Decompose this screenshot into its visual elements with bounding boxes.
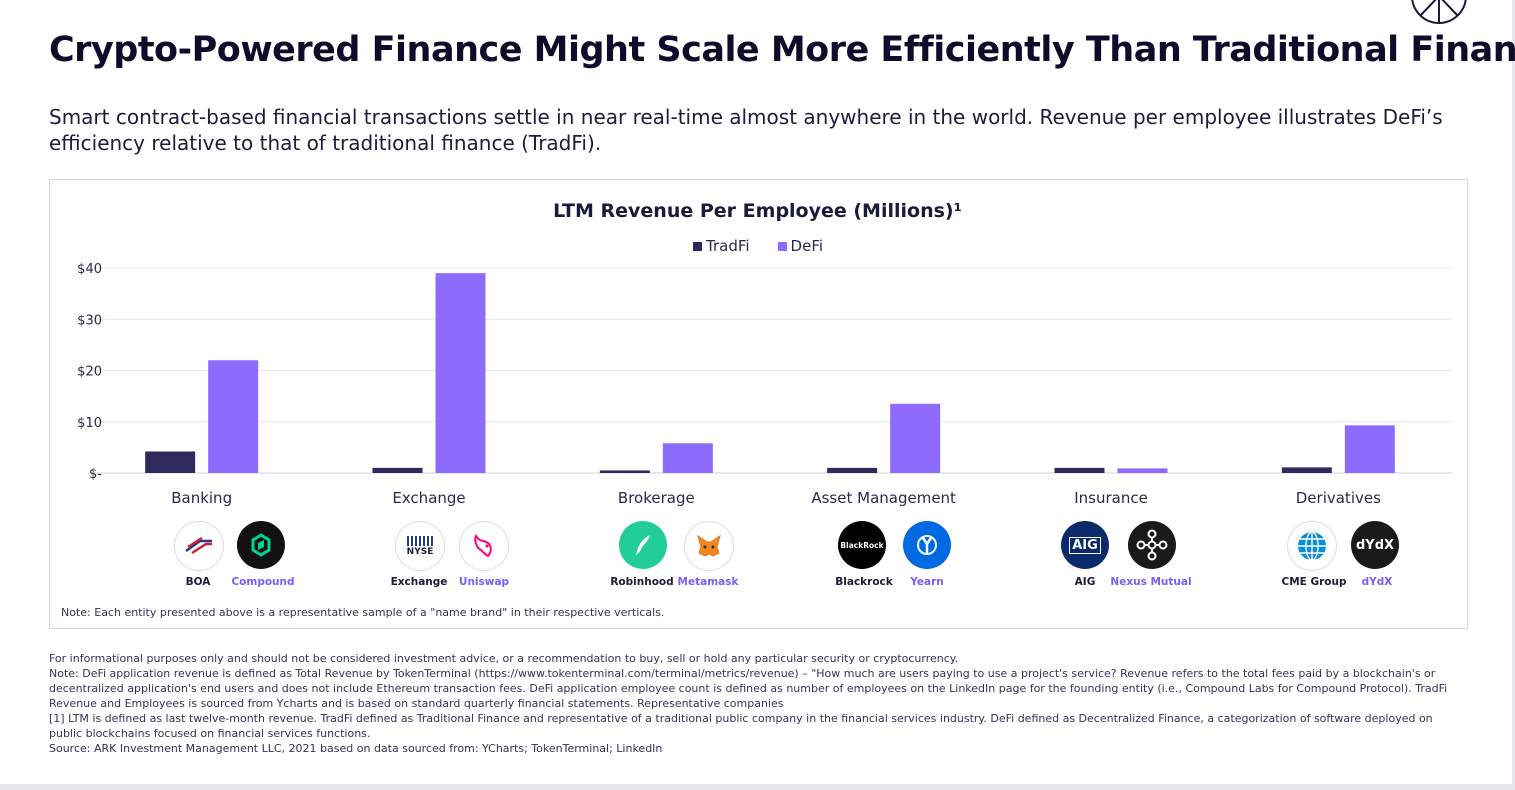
bank-of-america-icon — [174, 521, 224, 571]
logo-label-metamask: Metamask — [677, 576, 739, 588]
legend-label-defi: DeFi — [790, 237, 824, 255]
y-tick-label: $20 — [77, 365, 102, 380]
ark-logo-icon — [1411, 0, 1467, 24]
dydx-logo-text: dYdX — [1355, 537, 1395, 553]
cme-group-icon — [1287, 521, 1337, 571]
y-tick-label: $40 — [77, 262, 102, 277]
nyse-icon: NYSE — [395, 521, 445, 571]
footer-source: Source: ARK Investment Management LLC, 2… — [49, 742, 663, 755]
bar-tradfi — [827, 467, 878, 473]
logo-label-boa: BOA — [185, 576, 211, 588]
chart-note: Note: Each entity presented above is a r… — [61, 606, 665, 619]
y-tick-label: $- — [89, 467, 102, 482]
logo-label-robinhood: Robinhood — [610, 576, 674, 588]
logo-label-exchange: Exchange — [390, 576, 448, 588]
y-tick-label: $10 — [77, 416, 102, 431]
bar-defi — [435, 273, 486, 473]
bar-defi — [208, 360, 259, 473]
legend-item-defi: DeFi — [777, 237, 824, 255]
legend-label-tradfi: TradFi — [706, 237, 750, 255]
legend-item-tradfi: TradFi — [693, 237, 750, 255]
nexus-mutual-icon — [1128, 521, 1176, 569]
logo-label-nexus-mutual: Nexus Mutual — [1110, 576, 1192, 588]
blackrock-icon: BlackRock — [838, 521, 886, 569]
footer-note-ltm: [1] LTM is defined as last twelve-month … — [49, 712, 1433, 740]
logo-label-aig: AIG — [1074, 576, 1096, 588]
page-subtitle: Smart contract-based financial transacti… — [49, 105, 1443, 155]
chart-legend: TradFi DeFi — [693, 237, 823, 255]
bar-tradfi — [372, 467, 423, 473]
chart-container — [49, 179, 1468, 629]
footer-disclaimer: For informational purposes only and shou… — [49, 652, 959, 665]
logo-label-blackrock: Blackrock — [835, 576, 893, 588]
page-edge-right — [1512, 0, 1515, 790]
x-category-label: Derivatives — [1296, 489, 1381, 507]
footer-notes: For informational purposes only and shou… — [49, 651, 1469, 756]
page-title: Crypto-Powered Finance Might Scale More … — [49, 30, 1515, 70]
logo-label-dydx: dYdX — [1361, 576, 1393, 588]
compound-icon — [237, 521, 285, 569]
bar-defi — [890, 403, 941, 473]
logo-label-cme-group: CME Group — [1281, 576, 1347, 588]
bar-tradfi — [599, 470, 650, 473]
x-category-label: Exchange — [392, 489, 465, 507]
bar-tradfi — [145, 451, 196, 473]
bar-defi — [1344, 425, 1395, 473]
legend-swatch-tradfi — [693, 241, 702, 251]
dydx-icon: dYdX — [1351, 521, 1399, 569]
x-category-label: Banking — [171, 489, 232, 507]
chart-title: LTM Revenue Per Employee (Millions)¹ — [553, 200, 962, 222]
uniswap-icon — [459, 521, 509, 571]
page-edge-bottom — [0, 784, 1515, 790]
bar-defi — [1117, 468, 1168, 473]
x-category-label: Brokerage — [618, 489, 695, 507]
bar-tradfi — [1281, 467, 1332, 473]
yearn-icon — [903, 521, 951, 569]
logo-label-yearn: Yearn — [910, 576, 944, 588]
blackrock-logo-text: BlackRock — [840, 540, 884, 550]
x-category-label: Insurance — [1074, 489, 1148, 507]
legend-swatch-defi — [777, 241, 787, 251]
logo-label-uniswap: Uniswap — [458, 576, 510, 588]
robinhood-icon — [619, 521, 667, 569]
bar-tradfi — [1054, 467, 1105, 473]
bar-defi — [662, 443, 713, 473]
aig-logo-text: AIG — [1069, 536, 1101, 554]
y-tick-label: $30 — [77, 313, 102, 328]
x-category-label: Asset Management — [811, 489, 956, 507]
metamask-icon — [684, 521, 734, 571]
logo-label-compound: Compound — [231, 576, 295, 588]
footer-note-revenue: Note: DeFi application revenue is define… — [49, 667, 1448, 710]
nyse-logo-text: NYSE — [406, 547, 434, 557]
aig-icon: AIG — [1061, 521, 1109, 569]
